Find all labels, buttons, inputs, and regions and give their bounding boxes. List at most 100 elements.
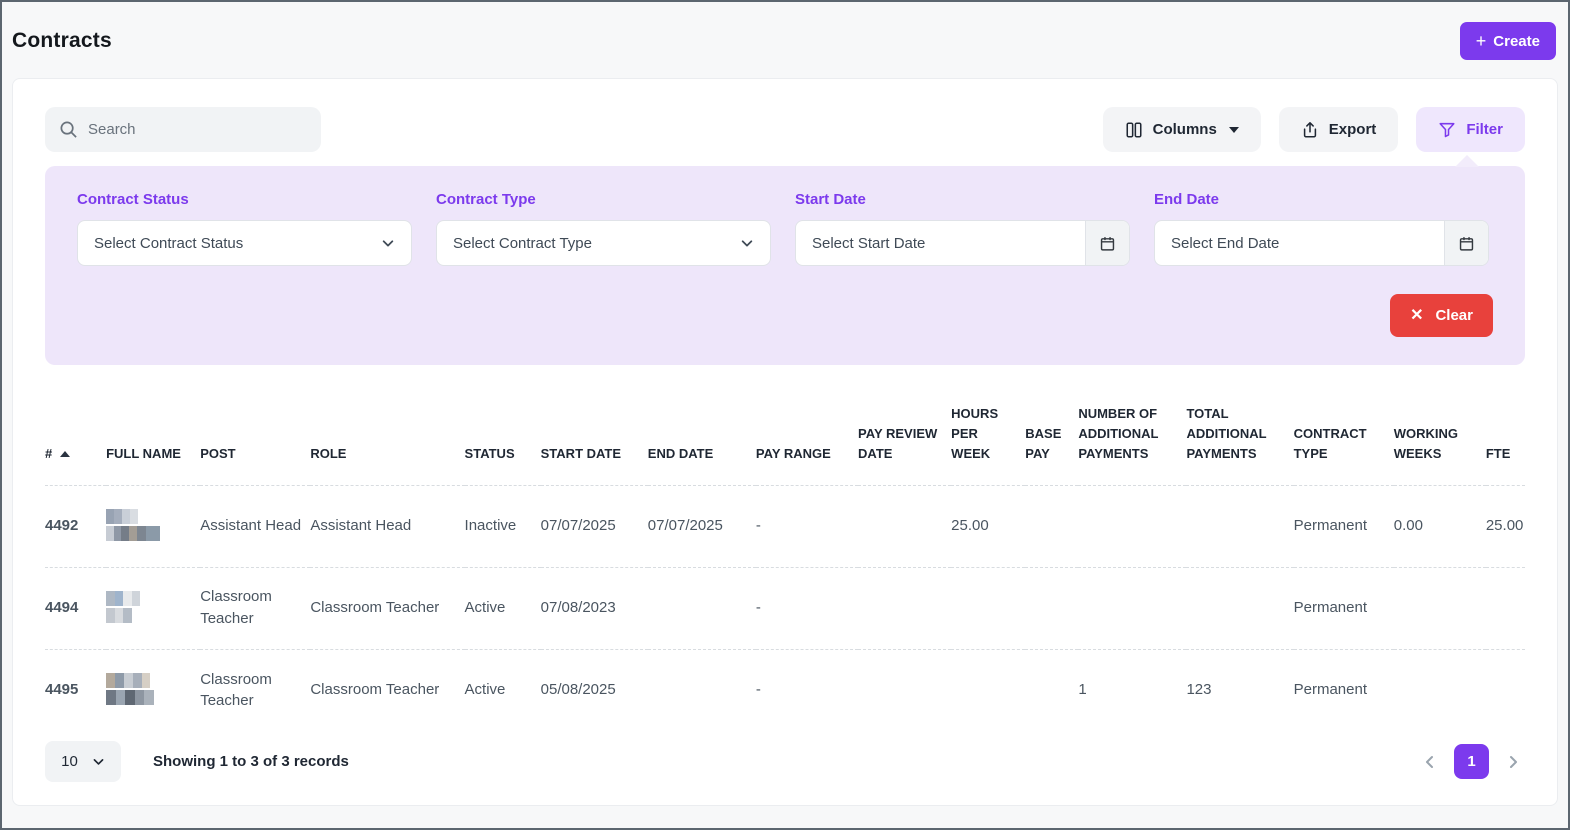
table-row[interactable]: 4492 Assistant Head Assistant Head Inactive… — [45, 485, 1525, 568]
redacted-name — [106, 509, 164, 541]
cell-hours-per-week — [951, 567, 1026, 650]
cell-id[interactable]: 4495 — [45, 681, 79, 699]
table-row[interactable]: 4495 Classroom Teacher Classroom Teacher Ac… — [45, 649, 1525, 731]
column-header-post[interactable]: POST — [200, 387, 311, 486]
cell-end-date — [647, 567, 756, 650]
pager: 1 — [1418, 744, 1525, 779]
cell-contract-type: Permanent — [1293, 681, 1367, 699]
cell-end-date: 07/07/2025 — [647, 485, 756, 568]
cell-full-name — [106, 485, 201, 568]
cell-status: Inactive — [464, 485, 541, 568]
column-header-base-pay[interactable]: BASE PAY — [1025, 387, 1079, 486]
column-header--[interactable]: # — [45, 387, 107, 486]
chevron-down-icon — [93, 759, 104, 765]
search-box[interactable] — [45, 107, 321, 152]
cell-post: Classroom Teacher — [200, 567, 311, 650]
start-date-input-group — [795, 220, 1130, 266]
cell-total-additional-payments — [1186, 485, 1294, 568]
cell-fte — [1486, 649, 1525, 731]
start-date-calendar-button[interactable] — [1085, 221, 1129, 265]
cell-full-name — [106, 649, 200, 731]
page-size-value: 10 — [61, 753, 78, 770]
start-date-input[interactable] — [796, 221, 1085, 265]
table-row[interactable]: 4494 Classroom Teacher Classroom Teacher Ac… — [45, 567, 1525, 650]
page-title: Contracts — [12, 29, 112, 52]
cell-fte: 25.00 — [1485, 485, 1525, 568]
records-summary: Showing 1 to 3 of 3 records — [153, 753, 349, 770]
previous-page-button[interactable] — [1418, 750, 1442, 774]
end-date-input[interactable] — [1155, 221, 1444, 265]
cell-start-date: 07/07/2025 — [540, 485, 648, 568]
contract-status-select[interactable]: Select Contract Status — [77, 220, 412, 266]
redacted-name — [106, 591, 164, 623]
contract-status-placeholder: Select Contract Status — [94, 234, 244, 252]
column-header-hours-per-week[interactable]: HOURS PER WEEK — [951, 387, 1026, 486]
cell-working-weeks — [1394, 649, 1486, 731]
filter-field-contract-status: Contract Status Select Contract Status — [77, 191, 412, 266]
clear-button-label: Clear — [1435, 307, 1473, 324]
column-header-fte[interactable]: FTE — [1485, 387, 1525, 486]
clear-button[interactable]: ✕ Clear — [1390, 294, 1493, 337]
filter-icon — [1439, 122, 1455, 137]
end-date-calendar-button[interactable] — [1444, 221, 1488, 265]
cell-id[interactable]: 4494 — [45, 567, 107, 650]
contracts-table: # FULL NAME POST ROLE STATUS START DATE END DA… — [45, 387, 1525, 731]
cell-total-additional-payments — [1186, 567, 1294, 650]
cell-pay-review-date — [858, 567, 952, 650]
contract-type-select[interactable]: Select Contract Type — [436, 220, 771, 266]
chevron-down-icon — [1228, 126, 1239, 133]
cell-post: Assistant Head — [200, 485, 311, 568]
chevron-down-icon — [741, 240, 753, 247]
filter-fields: Contract Status Select Contract Status C… — [77, 191, 1493, 266]
column-header-status[interactable]: STATUS — [464, 387, 541, 486]
cell-start-date: 05/08/2025 — [540, 681, 616, 699]
filter-field-start-date: Start Date — [795, 191, 1130, 266]
chevron-right-icon — [1510, 755, 1517, 768]
contract-status-label: Contract Status — [77, 191, 189, 208]
cell-hours-per-week: 25.00 — [951, 485, 1026, 568]
columns-icon — [1126, 121, 1142, 138]
cell-base-pay — [1025, 649, 1078, 731]
search-icon — [60, 121, 77, 138]
filter-actions: ✕ Clear — [77, 294, 1493, 337]
column-header-contract-type[interactable]: CONTRACT TYPE — [1293, 387, 1394, 486]
search-input[interactable] — [88, 121, 307, 138]
page-size-select[interactable]: 10 — [45, 741, 121, 782]
chevron-down-icon — [382, 240, 394, 247]
cell-post: Classroom Teacher — [200, 670, 272, 710]
column-header-full-name[interactable]: FULL NAME — [106, 387, 201, 486]
cell-num-additional-payments: 1 — [1078, 681, 1087, 699]
columns-button-label: Columns — [1152, 121, 1217, 138]
column-header-pay-range[interactable]: PAY RANGE — [755, 387, 859, 486]
table-footer: 10 Showing 1 to 3 of 3 records 1 — [45, 741, 1525, 782]
next-page-button[interactable] — [1501, 750, 1525, 774]
filter-button-label: Filter — [1466, 121, 1503, 138]
cell-pay-range: - — [755, 681, 761, 699]
calendar-icon — [1100, 236, 1115, 251]
column-header-total-additional-payments[interactable]: TOTAL ADDITIONAL PAYMENTS — [1186, 387, 1294, 486]
contracts-card: Columns Export Filter Contract Status Se… — [12, 78, 1558, 806]
column-header-end-date[interactable]: END DATE — [647, 387, 756, 486]
cell-contract-type: Permanent — [1293, 567, 1394, 650]
cell-working-weeks — [1393, 567, 1486, 650]
cell-role: Classroom Teacher — [310, 567, 465, 650]
page-1-button[interactable]: 1 — [1454, 744, 1489, 779]
end-date-input-group — [1154, 220, 1489, 266]
cell-id[interactable]: 4492 — [45, 485, 107, 568]
column-header-pay-review-date[interactable]: PAY REVIEW DATE — [858, 387, 952, 486]
cell-fte — [1485, 567, 1525, 650]
cell-role: Classroom Teacher — [310, 681, 440, 699]
column-header-role[interactable]: ROLE — [310, 387, 465, 486]
column-header-working-weeks[interactable]: WORKING WEEKS — [1393, 387, 1486, 486]
export-button[interactable]: Export — [1278, 107, 1399, 152]
contract-type-placeholder: Select Contract Type — [453, 234, 592, 252]
create-button[interactable]: + Create — [1459, 22, 1556, 60]
cell-base-pay — [1025, 485, 1079, 568]
cell-num-additional-payments — [1078, 485, 1187, 568]
column-header-start-date[interactable]: START DATE — [540, 387, 648, 486]
end-date-label: End Date — [1154, 191, 1220, 208]
cell-role: Assistant Head — [310, 485, 465, 568]
columns-button[interactable]: Columns — [1102, 107, 1261, 152]
filter-button[interactable]: Filter — [1416, 107, 1525, 152]
column-header-number-of-additional-payments[interactable]: NUMBER OF ADDITIONAL PAYMENTS — [1078, 387, 1187, 486]
